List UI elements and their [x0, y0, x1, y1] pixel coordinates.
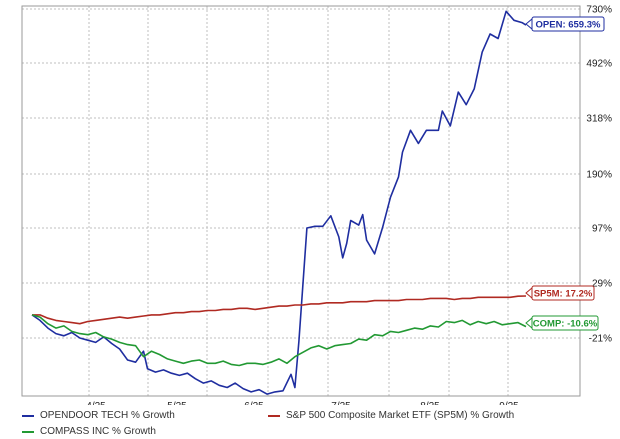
x-tick-label: 7/25 — [331, 401, 351, 405]
legend-label-sp5m: S&P 500 Composite Market ETF (SP5M) % Gr… — [286, 410, 515, 421]
y-tick-label: 190% — [586, 170, 612, 181]
y-tick-label: 318% — [586, 114, 612, 125]
legend-label-compass: COMPASS INC % Growth — [40, 426, 156, 437]
series-lines — [31, 10, 527, 395]
y-tick-label: 730% — [586, 5, 612, 16]
x-tick-label: 9/25 — [499, 401, 519, 405]
end-label-text: COMP: -10.6% — [533, 319, 598, 330]
legend-item-opendoor: OPENDOOR TECH % Growth — [22, 410, 175, 421]
series-line-compass — [31, 314, 527, 367]
y-tick-label: -21% — [589, 334, 612, 345]
x-tick-label: 8/25 — [420, 401, 440, 405]
legend-label-opendoor: OPENDOOR TECH % Growth — [40, 410, 175, 421]
legend-swatch-sp5m — [268, 414, 280, 417]
legend-swatch-compass — [22, 430, 34, 433]
legend-item-compass: COMPASS INC % Growth — [22, 426, 156, 437]
end-label-text: OPEN: 659.3% — [536, 20, 601, 31]
y-tick-label: 492% — [586, 59, 612, 70]
legend-item-sp5m: S&P 500 Composite Market ETF (SP5M) % Gr… — [268, 410, 514, 421]
y-tick-label: 29% — [592, 279, 612, 290]
series-line-sp5m — [32, 295, 527, 325]
x-tick-label: 4/25 — [86, 401, 106, 405]
y-tick-label: 97% — [592, 224, 612, 235]
x-tick-label: 5/25 — [167, 401, 187, 405]
end-label-text: SP5M: 17.2% — [534, 289, 593, 300]
end-label-sp5m: SP5M: 17.2% — [525, 285, 595, 301]
x-tick-label: 6/25 — [244, 401, 264, 405]
axes: 730% 492% 318% 190% 97% 29% -21% 4/25 5/25 6/25 7/… — [21, 5, 612, 405]
series-line-opendoor — [31, 10, 527, 395]
end-label-opendoor: OPEN: 659.3% — [525, 16, 605, 32]
grid — [22, 6, 580, 396]
legend-swatch-opendoor — [22, 414, 34, 417]
end-labels: OPEN: 659.3% SP5M: 17.2% COMP: -10.6% — [525, 16, 605, 331]
end-label-compass: COMP: -10.6% — [525, 315, 599, 331]
chart: 730% 492% 318% 190% 97% 29% -21% 4/25 5/25 6/25 7/… — [21, 5, 612, 405]
plot-frame — [21, 5, 581, 397]
